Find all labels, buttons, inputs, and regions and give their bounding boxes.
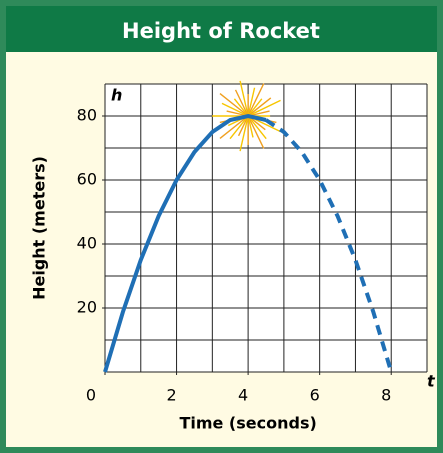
chart: Height of Rocket 20 40 60 80 0 2 4 6 8 h t Time (se… <box>0 0 443 453</box>
x-tick-label: 2 <box>166 386 176 405</box>
y-tick-label: 20 <box>77 298 97 317</box>
y-axis-title: Height (meters) <box>30 156 49 300</box>
y-tick-label: 80 <box>77 106 97 125</box>
x-tick-label: 6 <box>310 386 320 405</box>
x-var-label: t <box>427 372 436 391</box>
y-tick-label: 60 <box>77 170 97 189</box>
x-axis-title: Time (seconds) <box>179 414 316 433</box>
chart-title: Height of Rocket <box>122 19 320 43</box>
y-tick-label: 40 <box>77 234 97 253</box>
x-tick-label: 0 <box>86 386 96 405</box>
x-tick-label: 4 <box>238 386 248 405</box>
x-tick-label: 8 <box>381 386 391 405</box>
y-var-label: h <box>111 86 122 105</box>
